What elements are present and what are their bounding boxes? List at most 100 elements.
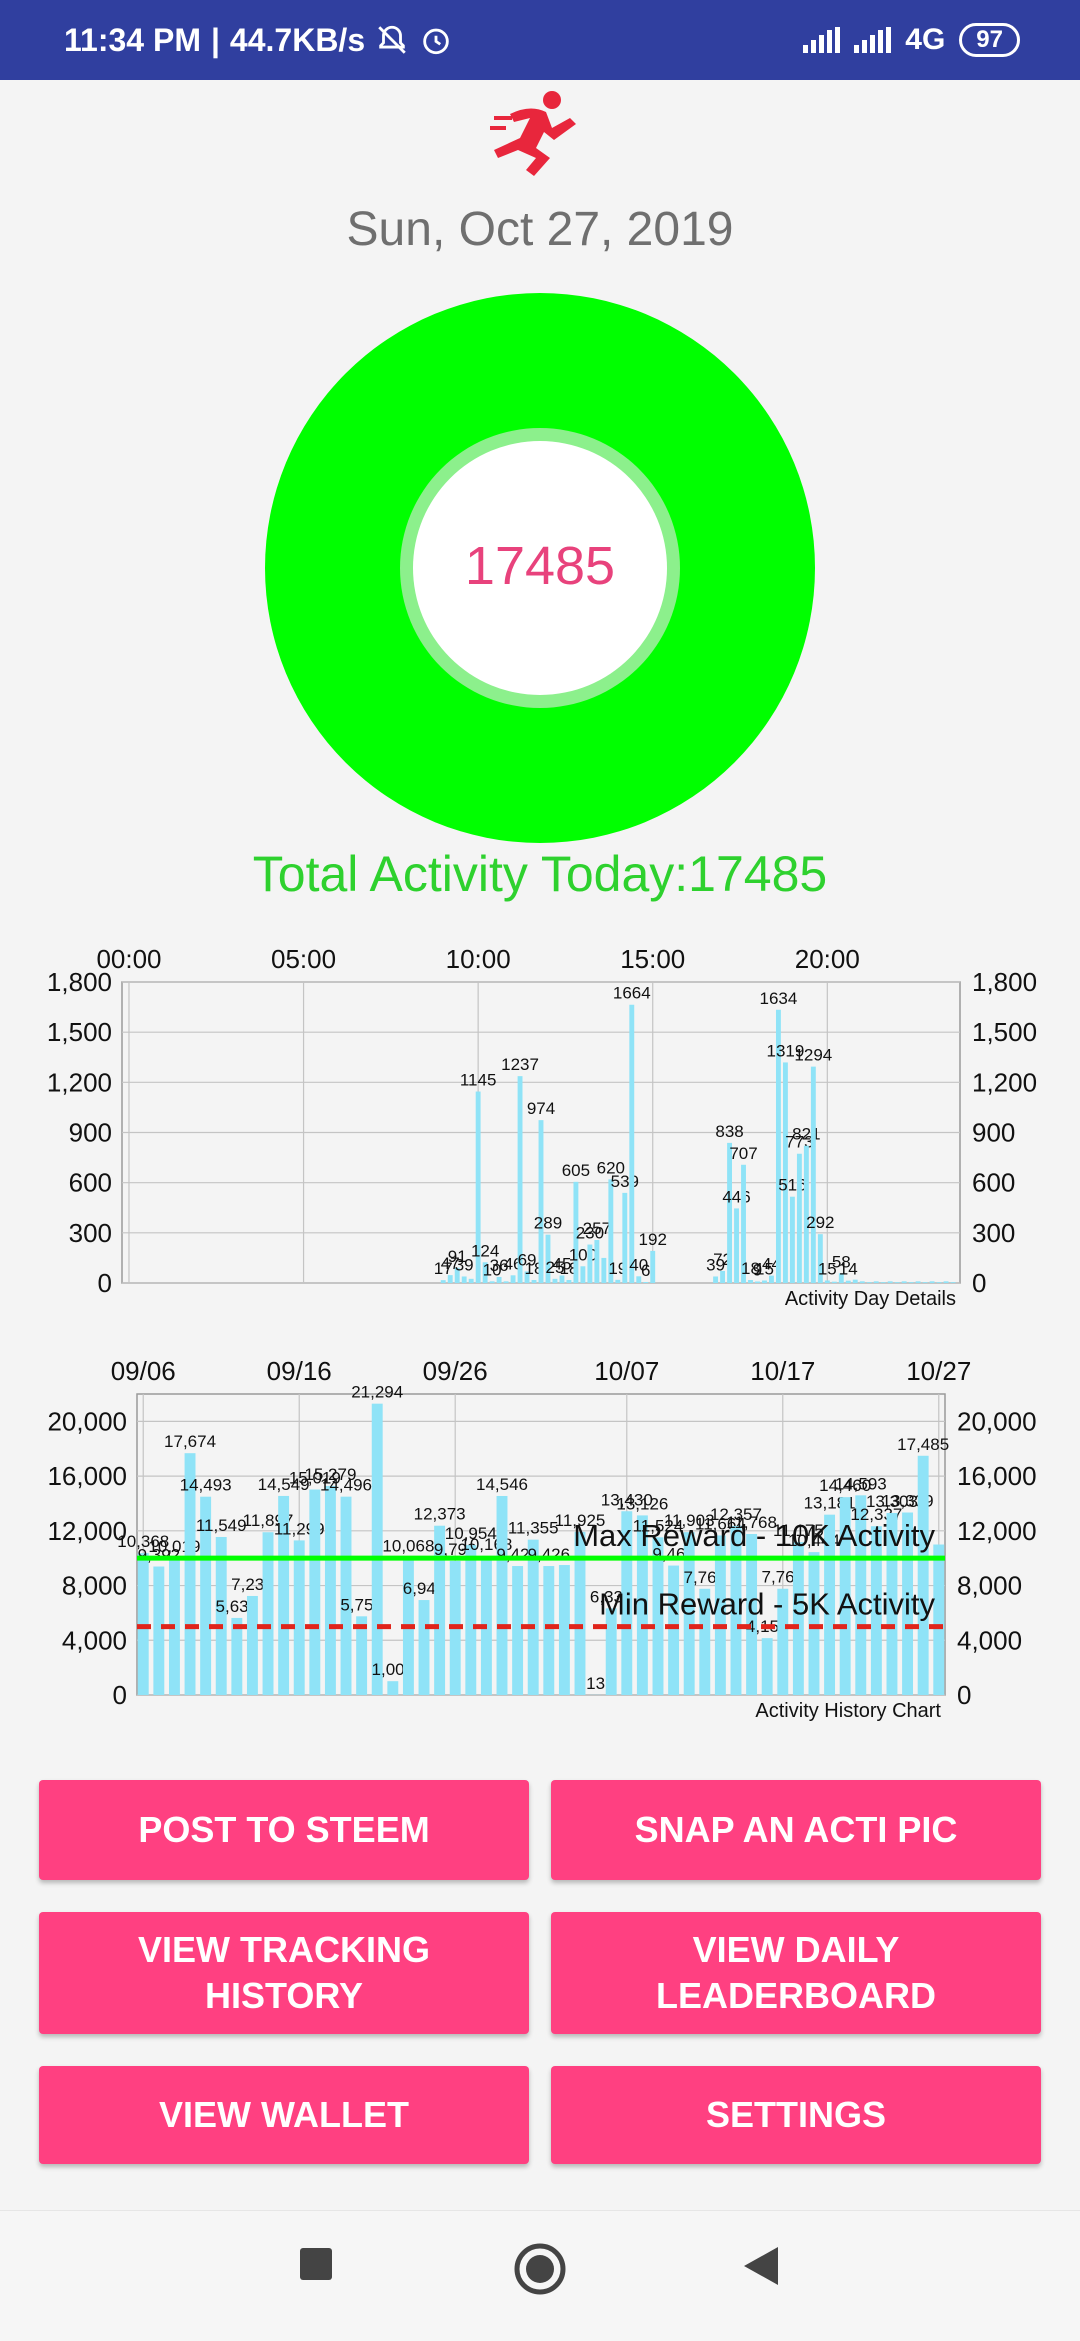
y-tick-label-right: 1,800 bbox=[972, 967, 1037, 997]
status-bar: 11:34 PM | 44.7KB/s 4G 97 bbox=[0, 0, 1080, 80]
chart-bar bbox=[923, 1282, 928, 1283]
chart-bar bbox=[511, 1275, 516, 1283]
chart-bar bbox=[372, 1404, 383, 1695]
chart-bar bbox=[755, 1281, 760, 1283]
recents-square-icon[interactable] bbox=[300, 2248, 332, 2280]
chart-bar bbox=[629, 1005, 634, 1283]
y-tick-label-left: 16,000 bbox=[47, 1461, 127, 1491]
y-tick-label-right: 300 bbox=[972, 1218, 1015, 1248]
x-tick-label: 10:00 bbox=[446, 944, 511, 974]
status-speed: 44.7KB/s bbox=[230, 22, 365, 59]
chart-bar bbox=[762, 1280, 767, 1283]
bar-data-label: 14,546 bbox=[476, 1475, 528, 1494]
chart-bar bbox=[853, 1280, 858, 1283]
x-tick-label: 00:00 bbox=[96, 944, 161, 974]
snap-acti-pic-button[interactable]: SNAP AN ACTI PIC bbox=[551, 1780, 1041, 1880]
y-tick-label-right: 0 bbox=[957, 1680, 971, 1710]
bar-data-label: 17,674 bbox=[164, 1432, 216, 1451]
y-tick-label-left: 900 bbox=[69, 1118, 112, 1148]
chart-bar bbox=[874, 1281, 879, 1283]
chart-bar bbox=[469, 1279, 474, 1283]
chart-bar bbox=[918, 1456, 929, 1695]
x-tick-label: 15:00 bbox=[620, 944, 685, 974]
y-tick-label-right: 16,000 bbox=[957, 1461, 1037, 1491]
chart-bar bbox=[566, 1280, 571, 1283]
chart-bar bbox=[734, 1208, 739, 1283]
chart-bar bbox=[587, 1245, 592, 1283]
view-tracking-history-button[interactable]: VIEW TRACKING HISTORY bbox=[39, 1912, 529, 2034]
y-tick-label-right: 8,000 bbox=[957, 1571, 1022, 1601]
chart-bar bbox=[944, 1281, 949, 1283]
chart-bar bbox=[497, 1277, 502, 1283]
bar-data-label: 11,355 bbox=[508, 1519, 559, 1538]
chart-bar bbox=[497, 1496, 508, 1695]
x-tick-label: 10/17 bbox=[750, 1356, 815, 1386]
y-tick-label-right: 600 bbox=[972, 1168, 1015, 1198]
bar-data-label: 14 bbox=[839, 1260, 858, 1279]
x-tick-label: 09/06 bbox=[111, 1356, 176, 1386]
status-time: 11:34 PM bbox=[64, 22, 201, 59]
post-to-steem-button[interactable]: POST TO STEEM bbox=[39, 1780, 529, 1880]
chart-bar bbox=[601, 1258, 606, 1283]
x-tick-label: 10/07 bbox=[594, 1356, 659, 1386]
x-tick-label: 20:00 bbox=[795, 944, 860, 974]
status-right: 4G 97 bbox=[803, 0, 1020, 80]
settings-label: SETTINGS bbox=[706, 2092, 886, 2138]
bar-data-label: 605 bbox=[562, 1161, 590, 1180]
x-tick-label: 05:00 bbox=[271, 944, 336, 974]
chart-bar bbox=[553, 1279, 558, 1283]
chart-bar bbox=[580, 1266, 585, 1283]
chart-bar bbox=[809, 1552, 820, 1695]
bar-data-label: 14,493 bbox=[180, 1476, 232, 1495]
bar-data-label: 707 bbox=[729, 1144, 757, 1163]
chart-bar bbox=[727, 1143, 732, 1283]
bar-data-label: 10,068 bbox=[382, 1536, 434, 1555]
view-wallet-button[interactable]: VIEW WALLET bbox=[39, 2066, 529, 2164]
chart-bar bbox=[325, 1486, 336, 1695]
chart-bar bbox=[888, 1281, 893, 1283]
x-tick-label: 10/27 bbox=[906, 1356, 971, 1386]
chart-bar bbox=[309, 1490, 320, 1695]
back-triangle-icon[interactable] bbox=[744, 2247, 778, 2285]
view-wallet-label: VIEW WALLET bbox=[159, 2092, 409, 2138]
chart-bar bbox=[811, 1067, 816, 1283]
chart-bar bbox=[532, 1280, 537, 1283]
chart-bar bbox=[797, 1154, 802, 1283]
chart-bar bbox=[825, 1280, 830, 1283]
bar-data-label: 838 bbox=[715, 1122, 743, 1141]
view-daily-leaderboard-label-2: LEADERBOARD bbox=[656, 1973, 936, 2019]
y-tick-label-right: 1,500 bbox=[972, 1017, 1037, 1047]
view-daily-leaderboard-button[interactable]: VIEW DAILY LEADERBOARD bbox=[551, 1912, 1041, 2034]
chart-bar bbox=[951, 1282, 956, 1283]
chart-bar bbox=[247, 1596, 258, 1695]
bar-data-label: 446 bbox=[722, 1187, 750, 1206]
chart-bar bbox=[909, 1282, 914, 1283]
y-tick-label-left: 4,000 bbox=[62, 1625, 127, 1655]
ring-value: 17485 bbox=[265, 535, 815, 597]
chart-bar bbox=[462, 1276, 467, 1283]
y-tick-label-right: 20,000 bbox=[957, 1406, 1037, 1436]
date-label: Sun, Oct 27, 2019 bbox=[0, 202, 1080, 257]
chart-bar bbox=[769, 1276, 774, 1283]
max-reward-label: Max Reward - 10K Activity bbox=[573, 1518, 935, 1553]
network-type: 4G bbox=[905, 23, 945, 57]
chart-bar bbox=[490, 1281, 495, 1283]
view-tracking-history-label-1: VIEW TRACKING bbox=[138, 1927, 430, 1973]
chart-bar bbox=[615, 1280, 620, 1283]
settings-button[interactable]: SETTINGS bbox=[551, 2066, 1041, 2164]
snap-acti-pic-label: SNAP AN ACTI PIC bbox=[635, 1807, 958, 1853]
chart-bar bbox=[294, 1540, 305, 1695]
x-tick-label: 09/26 bbox=[423, 1356, 488, 1386]
home-circle-icon[interactable] bbox=[514, 2243, 566, 2295]
status-left: 11:34 PM | 44.7KB/s bbox=[64, 0, 453, 80]
y-tick-label-left: 600 bbox=[69, 1168, 112, 1198]
bell-off-icon bbox=[375, 23, 409, 57]
bar-data-label: 974 bbox=[527, 1099, 555, 1118]
bar-data-label: 21,294 bbox=[351, 1383, 403, 1402]
battery-level: 97 bbox=[976, 26, 1003, 53]
navigation-bar bbox=[0, 2210, 1080, 2341]
chart-bar bbox=[748, 1280, 753, 1283]
runner-logo-icon bbox=[490, 88, 590, 180]
total-activity-label: Total Activity Today:17485 bbox=[0, 845, 1080, 903]
